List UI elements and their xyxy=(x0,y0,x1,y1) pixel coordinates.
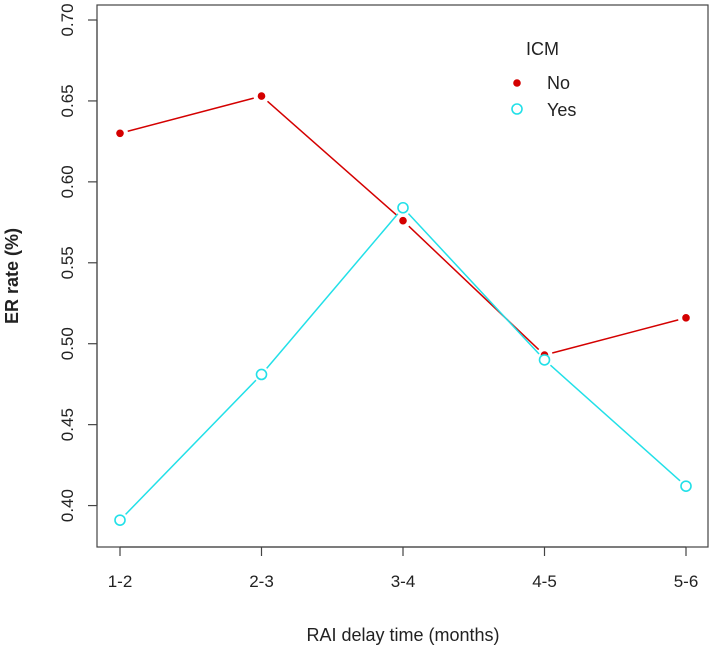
x-tick-label: 4-5 xyxy=(532,572,557,591)
x-axis: 1-2 2-3 3-4 4-5 5-6 xyxy=(108,546,699,591)
series-yes-point-5-6 xyxy=(680,480,692,492)
series-yes-segment xyxy=(407,213,540,355)
series-no-point-3-4 xyxy=(399,216,407,225)
y-axis-title: ER rate (%) xyxy=(2,228,22,324)
x-tick-label: 3-4 xyxy=(391,572,416,591)
x-tick-label: 1-2 xyxy=(108,572,133,591)
series-no-point-5-6 xyxy=(682,314,690,322)
series-no-segment xyxy=(127,97,254,132)
plot-frame xyxy=(96,4,709,548)
series-yes-segment xyxy=(266,213,399,369)
y-tick-label: 0.70 xyxy=(58,3,77,36)
series-yes xyxy=(114,201,692,526)
series-no-point-1-2 xyxy=(116,129,124,138)
legend-label-yes: Yes xyxy=(547,100,576,120)
y-tick-label: 0.40 xyxy=(58,489,77,522)
series-no-segment xyxy=(408,225,540,351)
y-tick-label: 0.50 xyxy=(58,327,77,360)
x-tick-label: 5-6 xyxy=(674,572,699,591)
y-tick-label: 0.55 xyxy=(58,246,77,279)
series-yes-segment xyxy=(549,364,681,482)
series-no-segment xyxy=(267,100,398,216)
x-axis-title: RAI delay time (months) xyxy=(306,625,499,645)
legend-marker-no xyxy=(513,79,521,87)
y-tick-label: 0.65 xyxy=(58,84,77,117)
x-tick-label: 2-3 xyxy=(249,572,274,591)
series-yes-point-3-4 xyxy=(397,201,409,214)
series-layer xyxy=(114,92,692,526)
legend-label-no: No xyxy=(547,73,570,93)
y-tick-label: 0.60 xyxy=(58,165,77,198)
series-no xyxy=(116,92,690,359)
series-yes-point-1-2 xyxy=(114,514,126,526)
legend: ICM No Yes xyxy=(511,39,576,120)
series-yes-point-2-3 xyxy=(255,368,268,381)
legend-marker-yes xyxy=(511,103,523,115)
series-no-segment xyxy=(552,319,679,354)
series-yes-segment xyxy=(125,379,257,515)
series-yes-point-4-5 xyxy=(538,354,551,366)
y-axis: 0.40 0.45 0.50 0.55 0.60 0.65 0.70 xyxy=(58,3,98,522)
series-no-point-2-3 xyxy=(257,92,266,100)
legend-title: ICM xyxy=(526,39,559,59)
y-tick-label: 0.45 xyxy=(58,408,77,441)
